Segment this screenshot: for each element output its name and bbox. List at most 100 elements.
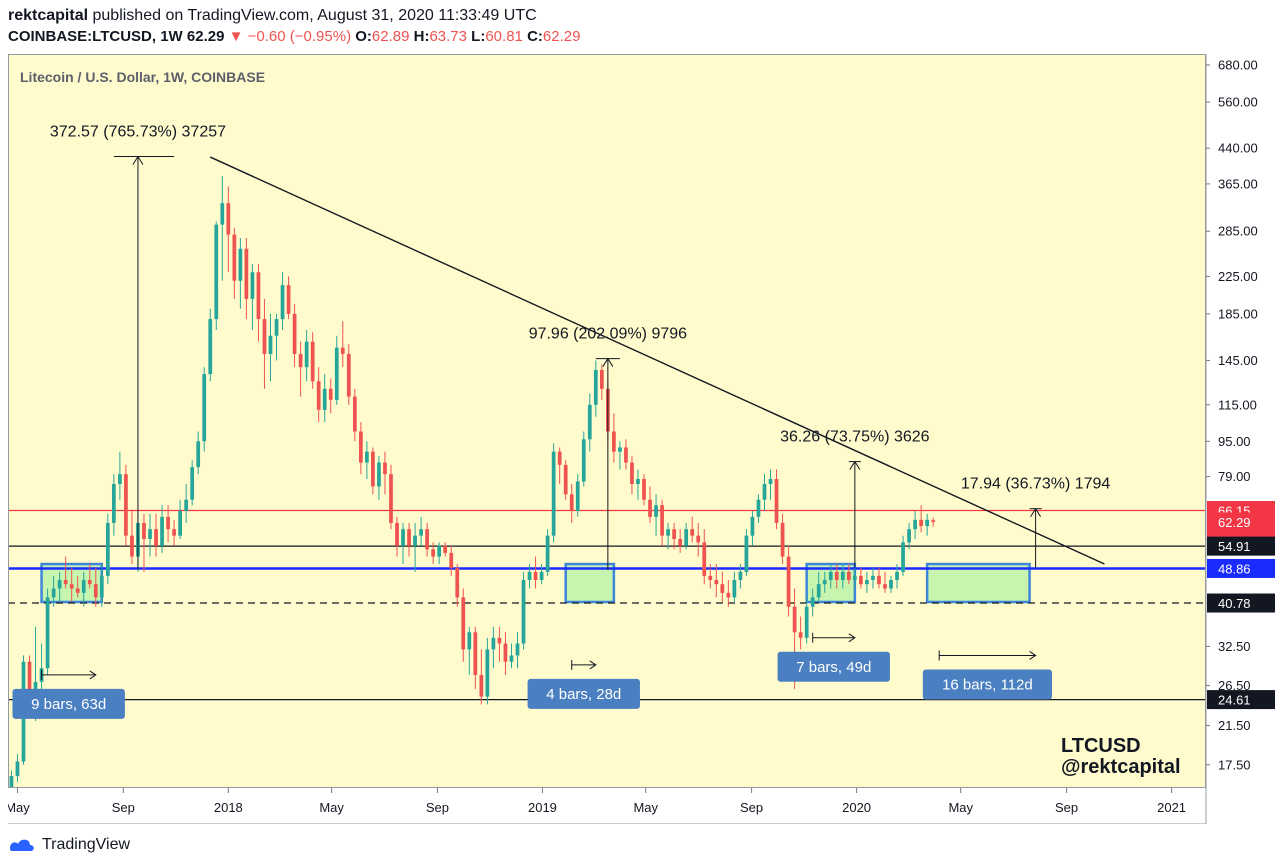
low-value: 60.81 bbox=[485, 28, 523, 45]
candle-body bbox=[509, 655, 514, 662]
candle bbox=[226, 186, 231, 273]
candle-body bbox=[81, 579, 86, 593]
author-name[interactable]: rektcapital bbox=[8, 7, 89, 24]
candle-body bbox=[286, 285, 291, 314]
price-tag-label: 48.86 bbox=[1218, 561, 1251, 576]
candle-body bbox=[696, 535, 701, 543]
candle bbox=[907, 522, 911, 550]
candle-body bbox=[714, 579, 719, 585]
measure-arrowhead bbox=[602, 357, 614, 367]
ohlc-line: COINBASE:LTCUSD, 1W 62.29 ▼ −0.60 (−0.95… bbox=[8, 27, 580, 47]
candle-body bbox=[118, 474, 122, 484]
candle bbox=[449, 545, 454, 576]
candle-body bbox=[250, 272, 255, 299]
candle bbox=[340, 321, 345, 368]
candle bbox=[172, 519, 176, 546]
candle bbox=[720, 571, 725, 602]
candle-body bbox=[871, 575, 875, 580]
y-tick-label: 115.00 bbox=[1218, 397, 1257, 412]
candle bbox=[630, 455, 634, 495]
candle bbox=[714, 564, 719, 598]
price-tag-label: 54.91 bbox=[1218, 539, 1251, 554]
bar-counter-arrowhead bbox=[848, 633, 856, 643]
candle-body bbox=[931, 520, 936, 523]
candle bbox=[840, 564, 845, 589]
candle-body bbox=[15, 761, 20, 777]
candle bbox=[9, 770, 14, 788]
candle bbox=[768, 469, 773, 500]
candle-body bbox=[449, 552, 454, 568]
candle bbox=[473, 626, 478, 690]
candle-body bbox=[437, 545, 442, 557]
candle-body bbox=[69, 584, 74, 589]
candle-body bbox=[111, 483, 116, 523]
candle bbox=[654, 494, 658, 536]
candle-body bbox=[702, 542, 707, 576]
candle-body bbox=[660, 505, 664, 536]
candle-body bbox=[419, 529, 423, 536]
measure-arrowhead bbox=[1030, 507, 1042, 517]
price-tag-neutral bbox=[1207, 536, 1275, 556]
high-label: H: bbox=[413, 28, 430, 45]
candle-body bbox=[9, 776, 14, 788]
candle bbox=[425, 522, 429, 557]
candle bbox=[154, 513, 158, 557]
candle-body bbox=[690, 529, 695, 536]
candle bbox=[232, 227, 237, 299]
candle-body bbox=[551, 451, 556, 536]
price-chart[interactable]: 372.57 (765.73%) 37257 97.96 (202.09%) 97… bbox=[8, 54, 1278, 824]
candle-body bbox=[786, 556, 791, 607]
candle bbox=[702, 529, 707, 585]
candle bbox=[636, 469, 640, 500]
candle-body bbox=[401, 529, 405, 546]
y-tick-label: 32.50 bbox=[1218, 639, 1251, 654]
candle-body bbox=[395, 522, 399, 546]
y-tick-label: 145.00 bbox=[1218, 353, 1258, 368]
publish-info: rektcapital published on TradingView.com… bbox=[8, 6, 537, 26]
candle bbox=[624, 439, 628, 470]
candle bbox=[346, 344, 351, 405]
candle-body bbox=[774, 479, 779, 523]
candle-body bbox=[142, 522, 146, 539]
candle bbox=[455, 564, 460, 607]
candle-body bbox=[292, 313, 297, 354]
candle bbox=[901, 535, 905, 576]
candle bbox=[660, 499, 664, 546]
candle bbox=[642, 474, 646, 506]
y-tick-label: 95.00 bbox=[1218, 434, 1251, 449]
candle-body bbox=[587, 404, 592, 440]
candle bbox=[196, 431, 201, 475]
watermark-symbol: LTCUSD bbox=[1061, 735, 1141, 757]
candle bbox=[551, 443, 556, 543]
bar-counter-arrowhead bbox=[1029, 651, 1037, 660]
candle-body bbox=[919, 519, 923, 527]
candle bbox=[75, 575, 80, 598]
candle bbox=[220, 176, 225, 281]
candle bbox=[142, 513, 146, 572]
tradingview-logo-icon bbox=[10, 839, 34, 851]
tradingview-footer[interactable]: TradingView bbox=[8, 834, 130, 856]
candle bbox=[208, 308, 213, 382]
candle bbox=[774, 469, 779, 530]
chart-container[interactable]: 372.57 (765.73%) 37257 97.96 (202.09%) 97… bbox=[8, 54, 1278, 824]
candle bbox=[371, 447, 375, 495]
candle-body bbox=[672, 529, 676, 539]
measure-label: 36.26 (73.75%) 3626 bbox=[780, 429, 930, 446]
candle bbox=[443, 542, 448, 557]
candle bbox=[352, 388, 357, 442]
candle bbox=[521, 571, 526, 650]
candle-body bbox=[599, 369, 604, 389]
candle-body bbox=[865, 579, 869, 585]
candle-body bbox=[684, 529, 689, 546]
candle-body bbox=[268, 335, 273, 354]
candle-body bbox=[533, 571, 538, 580]
candle bbox=[877, 567, 881, 589]
candle bbox=[184, 483, 189, 523]
x-tick-label: Sep bbox=[426, 800, 449, 815]
price-change: −0.60 (−0.95%) bbox=[247, 28, 352, 45]
candle bbox=[334, 335, 339, 405]
candle bbox=[274, 313, 279, 361]
candle bbox=[401, 522, 405, 565]
candle bbox=[515, 632, 520, 669]
bar-counter-label: 7 bars, 49d bbox=[796, 659, 871, 676]
